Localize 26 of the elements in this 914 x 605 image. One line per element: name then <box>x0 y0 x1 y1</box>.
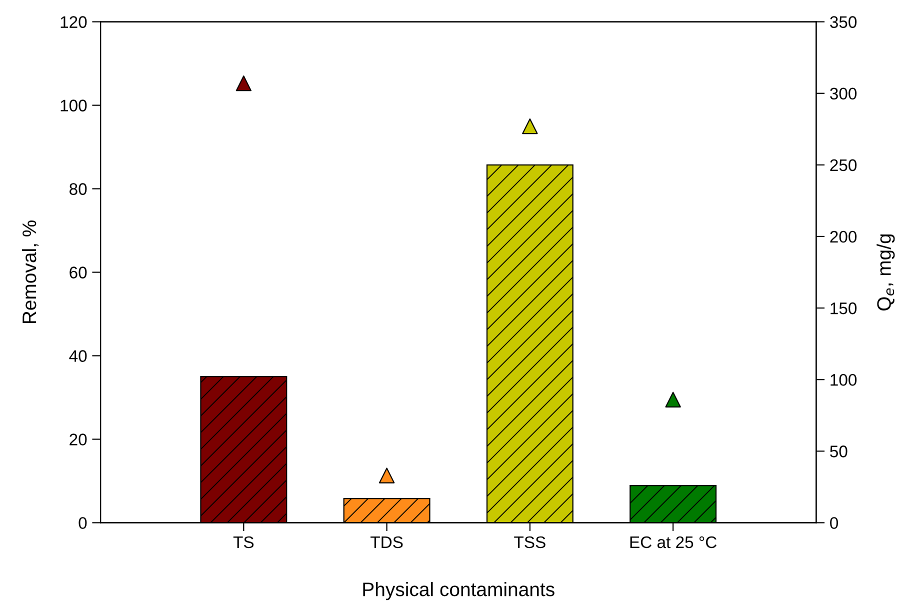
point <box>522 118 538 134</box>
y-tick-label: 20 <box>70 434 87 446</box>
y2-tick-label: 350 <box>830 16 857 28</box>
x-tick-label: TDS <box>370 536 403 548</box>
y2-tick-label: 0 <box>830 517 838 529</box>
y-tick-label: 0 <box>78 517 87 529</box>
y2-tick-label: 200 <box>830 230 857 243</box>
y-tick-label: 120 <box>60 16 87 28</box>
y-tick-label: 80 <box>70 183 87 195</box>
y-axis-title: Removal, % <box>22 220 39 324</box>
x-tick-label: TS <box>233 536 254 548</box>
y2-tick-label: 250 <box>830 159 857 172</box>
y-tick-label: 60 <box>70 266 87 278</box>
y-tick-label: 40 <box>69 350 87 362</box>
point <box>378 468 395 484</box>
x-axis-title: Physical contaminants <box>363 582 554 600</box>
y2-tick-label: 100 <box>830 374 857 386</box>
y2-tick-label: 150 <box>830 302 857 314</box>
point <box>665 392 681 408</box>
y2-tick-label: 50 <box>830 446 848 458</box>
y2-tick-label: 300 <box>830 88 857 100</box>
point <box>236 75 252 92</box>
y-tick-label: 100 <box>60 100 87 112</box>
x-tick-label: EC at 25 °C <box>630 536 717 548</box>
x-tick-label: TSS <box>514 536 546 548</box>
y2-axis-title: Q$_{e}$, mg/g <box>876 234 895 311</box>
